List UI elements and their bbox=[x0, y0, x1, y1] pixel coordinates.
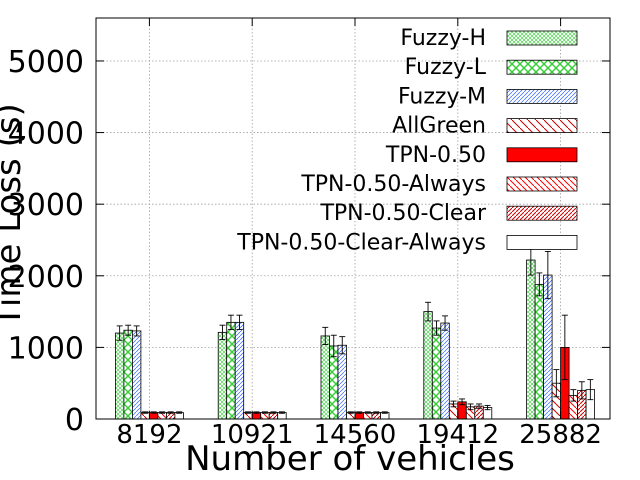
x-tick-label: 25882 bbox=[519, 420, 602, 450]
bar bbox=[423, 311, 433, 420]
y-axis-label: Time Loss (s) bbox=[0, 103, 29, 328]
bars bbox=[115, 244, 595, 420]
y-tick-label: 0 bbox=[65, 403, 84, 438]
bar bbox=[123, 329, 133, 420]
legend-swatch bbox=[506, 147, 578, 163]
x-tick-label: 14560 bbox=[314, 420, 397, 450]
legend-swatch bbox=[506, 176, 578, 192]
bar bbox=[217, 331, 228, 420]
bar bbox=[337, 344, 347, 420]
bar bbox=[431, 327, 442, 420]
legend-label: Fuzzy-L bbox=[405, 55, 487, 80]
x-tick-label: 8192 bbox=[116, 420, 182, 450]
legend-swatch bbox=[506, 89, 578, 104]
legend-label: Fuzzy-M bbox=[398, 84, 486, 109]
axes: 0 1000 2000 3000 4000 5000 8192 10921 14560 19412… bbox=[8, 17, 611, 450]
legend-swatch bbox=[506, 118, 578, 133]
x-tick-label: 19412 bbox=[416, 420, 499, 450]
bar bbox=[320, 335, 330, 420]
x-axis-label: Number of vehicles bbox=[185, 439, 515, 479]
bar bbox=[234, 321, 245, 420]
legend-swatch bbox=[506, 234, 578, 250]
bar bbox=[526, 259, 536, 420]
legend-label: Fuzzy-H bbox=[400, 26, 486, 51]
bar bbox=[440, 322, 450, 420]
bar bbox=[534, 283, 544, 420]
legend-label: TPN-0.50-Clear-Always bbox=[236, 230, 486, 255]
y-tick-label: 1000 bbox=[8, 331, 84, 366]
plot-frame bbox=[95, 17, 611, 420]
y-tick-label: 3000 bbox=[8, 188, 84, 223]
legend-label: TPN-0.50-Clear bbox=[319, 201, 487, 226]
legend-label: AllGreen bbox=[392, 114, 486, 139]
legend-label: TPN-0.50 bbox=[385, 143, 486, 168]
legend-label: TPN-0.50-Always bbox=[300, 172, 486, 197]
x-tick-label: 10921 bbox=[211, 420, 294, 450]
bar bbox=[131, 330, 142, 420]
legend-swatch bbox=[506, 59, 578, 75]
y-tick-label: 2000 bbox=[8, 260, 84, 295]
bar bbox=[226, 321, 236, 420]
legend-swatch bbox=[506, 205, 578, 221]
y-tick-label: 4000 bbox=[8, 117, 84, 152]
y-tick-label: 5000 bbox=[8, 45, 84, 80]
legend-swatch bbox=[506, 30, 578, 46]
legend: Fuzzy-H Fuzzy-L Fuzzy-M AllGreen TPN-0.50 TPN… bbox=[236, 26, 578, 255]
bar bbox=[115, 332, 125, 420]
